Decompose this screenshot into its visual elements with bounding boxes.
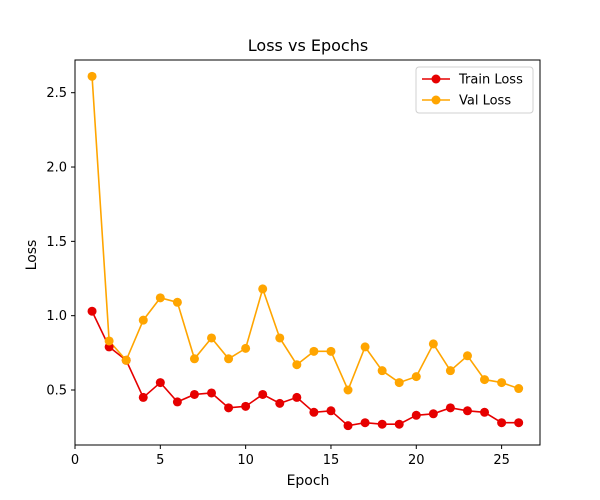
x-tick-label-2: 10 bbox=[237, 453, 254, 468]
series-0-point-23 bbox=[462, 406, 472, 416]
series-1-point-21 bbox=[428, 339, 438, 349]
y-axis-title: Loss bbox=[24, 240, 40, 271]
y-tick-label-4: 2.5 bbox=[46, 86, 67, 101]
series-0-point-5 bbox=[155, 378, 165, 388]
series-1-point-13 bbox=[292, 360, 302, 370]
series-0-point-12 bbox=[275, 398, 285, 408]
x-axis-title: Epoch bbox=[287, 473, 330, 489]
series-0-point-18 bbox=[377, 419, 387, 429]
series-1-point-19 bbox=[394, 378, 404, 388]
series-0-point-10 bbox=[241, 401, 251, 411]
series-1-point-22 bbox=[445, 366, 455, 376]
x-tick-label-1: 5 bbox=[156, 453, 164, 468]
series-1-point-9 bbox=[224, 354, 234, 364]
series-0-point-16 bbox=[343, 421, 353, 431]
y-axis: 0.5 1.0 1.5 2.0 2.5 bbox=[46, 86, 75, 399]
series-0-point-17 bbox=[360, 418, 370, 428]
series-1-point-14 bbox=[309, 346, 319, 356]
chart-title: Loss vs Epochs bbox=[248, 36, 368, 55]
axes-frame bbox=[74, 59, 541, 446]
series-1-point-24 bbox=[480, 375, 490, 385]
series-1-point-1 bbox=[87, 71, 97, 81]
legend-marker-0 bbox=[431, 74, 441, 84]
x-tick-label-3: 15 bbox=[323, 453, 340, 468]
series-1-point-26 bbox=[514, 384, 524, 394]
series-1-point-8 bbox=[207, 333, 217, 343]
series-1-point-18 bbox=[377, 366, 387, 376]
series-0-point-7 bbox=[189, 389, 199, 399]
series-1-point-15 bbox=[326, 346, 336, 356]
series-1-point-11 bbox=[258, 284, 268, 294]
y-tick-label-0: 0.5 bbox=[46, 384, 67, 399]
legend: Train Loss Val Loss bbox=[415, 66, 534, 114]
series-0-point-22 bbox=[445, 403, 455, 413]
series-0-point-24 bbox=[480, 407, 490, 417]
series-1-point-12 bbox=[275, 333, 285, 343]
series-1-point-17 bbox=[360, 342, 370, 352]
series-0-point-26 bbox=[514, 418, 524, 428]
series-1-point-10 bbox=[241, 343, 251, 353]
series-1-point-5 bbox=[155, 293, 165, 303]
series-0-point-14 bbox=[309, 407, 319, 417]
y-tick-label-3: 2.0 bbox=[46, 161, 67, 176]
x-tick-label-0: 0 bbox=[71, 453, 79, 468]
series-1-point-20 bbox=[411, 372, 421, 382]
series-1-point-4 bbox=[138, 315, 148, 325]
series-0-point-6 bbox=[172, 397, 182, 407]
legend-marker-1 bbox=[431, 95, 441, 105]
y-tick-label-2: 1.5 bbox=[46, 235, 67, 250]
x-tick-label-5: 25 bbox=[493, 453, 510, 468]
y-tick-label-1: 1.0 bbox=[46, 309, 67, 324]
series-line-1 bbox=[91, 76, 519, 393]
series-0-point-1 bbox=[87, 306, 97, 316]
series-1-point-6 bbox=[172, 297, 182, 307]
series-0-point-8 bbox=[207, 388, 217, 398]
series-1-point-25 bbox=[497, 378, 507, 388]
x-tick-label-4: 20 bbox=[408, 453, 425, 468]
series-0-point-4 bbox=[138, 392, 148, 402]
legend-label-1: Val Loss bbox=[459, 94, 511, 109]
legend-label-0: Train Loss bbox=[458, 73, 523, 88]
series-0-point-19 bbox=[394, 419, 404, 429]
series-0-point-21 bbox=[428, 409, 438, 419]
series-1-point-7 bbox=[189, 354, 199, 364]
series-0-point-11 bbox=[258, 389, 268, 399]
plot-area bbox=[74, 59, 541, 446]
series-1-point-23 bbox=[462, 351, 472, 361]
series-0-point-15 bbox=[326, 406, 336, 416]
series-0-point-20 bbox=[411, 410, 421, 420]
series-0-point-25 bbox=[497, 418, 507, 428]
series-0-point-9 bbox=[224, 403, 234, 413]
series-1-point-3 bbox=[121, 355, 131, 365]
series-1-point-16 bbox=[343, 385, 353, 395]
x-axis: 0 5 10 15 20 25 bbox=[71, 445, 510, 468]
series-0-point-13 bbox=[292, 392, 302, 402]
series-1-point-2 bbox=[104, 336, 114, 346]
